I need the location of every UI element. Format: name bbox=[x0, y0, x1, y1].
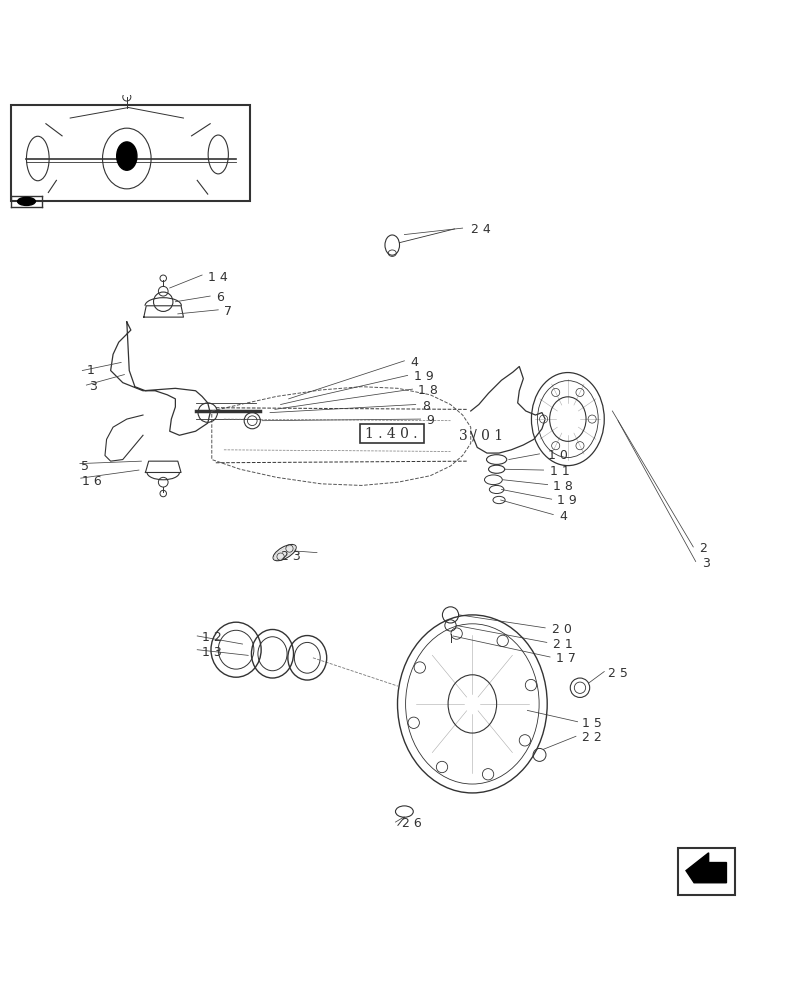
Text: 1 6: 1 6 bbox=[82, 475, 102, 488]
Text: 1 1: 1 1 bbox=[549, 465, 569, 478]
Polygon shape bbox=[685, 853, 726, 883]
Ellipse shape bbox=[18, 197, 36, 205]
Text: 1 5: 1 5 bbox=[581, 717, 602, 730]
Text: 9: 9 bbox=[426, 414, 434, 427]
Text: 2 1: 2 1 bbox=[552, 638, 573, 651]
Text: 3: 3 bbox=[702, 557, 709, 570]
Text: 2: 2 bbox=[698, 542, 706, 555]
Text: 2 5: 2 5 bbox=[607, 667, 628, 680]
Text: 1 9: 1 9 bbox=[556, 494, 576, 507]
Text: 1 7: 1 7 bbox=[555, 652, 575, 665]
Text: 1 8: 1 8 bbox=[552, 480, 573, 493]
Text: 2 0: 2 0 bbox=[551, 623, 571, 636]
Text: 1 4: 1 4 bbox=[208, 271, 227, 284]
Ellipse shape bbox=[273, 546, 295, 560]
Text: 1: 1 bbox=[86, 364, 94, 377]
Bar bbox=[11, 105, 250, 201]
Text: 8: 8 bbox=[422, 400, 430, 413]
Text: 1 9: 1 9 bbox=[414, 370, 433, 383]
FancyBboxPatch shape bbox=[359, 424, 423, 443]
Text: 1 2: 1 2 bbox=[202, 631, 221, 644]
Text: 1 8: 1 8 bbox=[418, 384, 437, 397]
Text: 3 / 0 1: 3 / 0 1 bbox=[458, 428, 502, 442]
Text: 6: 6 bbox=[216, 291, 224, 304]
Text: 7: 7 bbox=[224, 305, 232, 318]
Ellipse shape bbox=[117, 142, 137, 170]
Text: 2 6: 2 6 bbox=[401, 817, 421, 830]
Text: 1 . 4 0 .: 1 . 4 0 . bbox=[365, 427, 417, 441]
Text: 2 3: 2 3 bbox=[281, 550, 300, 563]
Text: 3: 3 bbox=[88, 380, 97, 393]
Text: 2 4: 2 4 bbox=[470, 223, 490, 236]
Bar bbox=[677, 848, 734, 895]
Text: 5: 5 bbox=[80, 460, 88, 473]
Text: 1 0: 1 0 bbox=[547, 449, 567, 462]
Text: 4: 4 bbox=[559, 510, 567, 523]
Text: 2 2: 2 2 bbox=[581, 731, 602, 744]
Text: 4: 4 bbox=[410, 356, 418, 369]
Text: 1 3: 1 3 bbox=[202, 646, 221, 659]
